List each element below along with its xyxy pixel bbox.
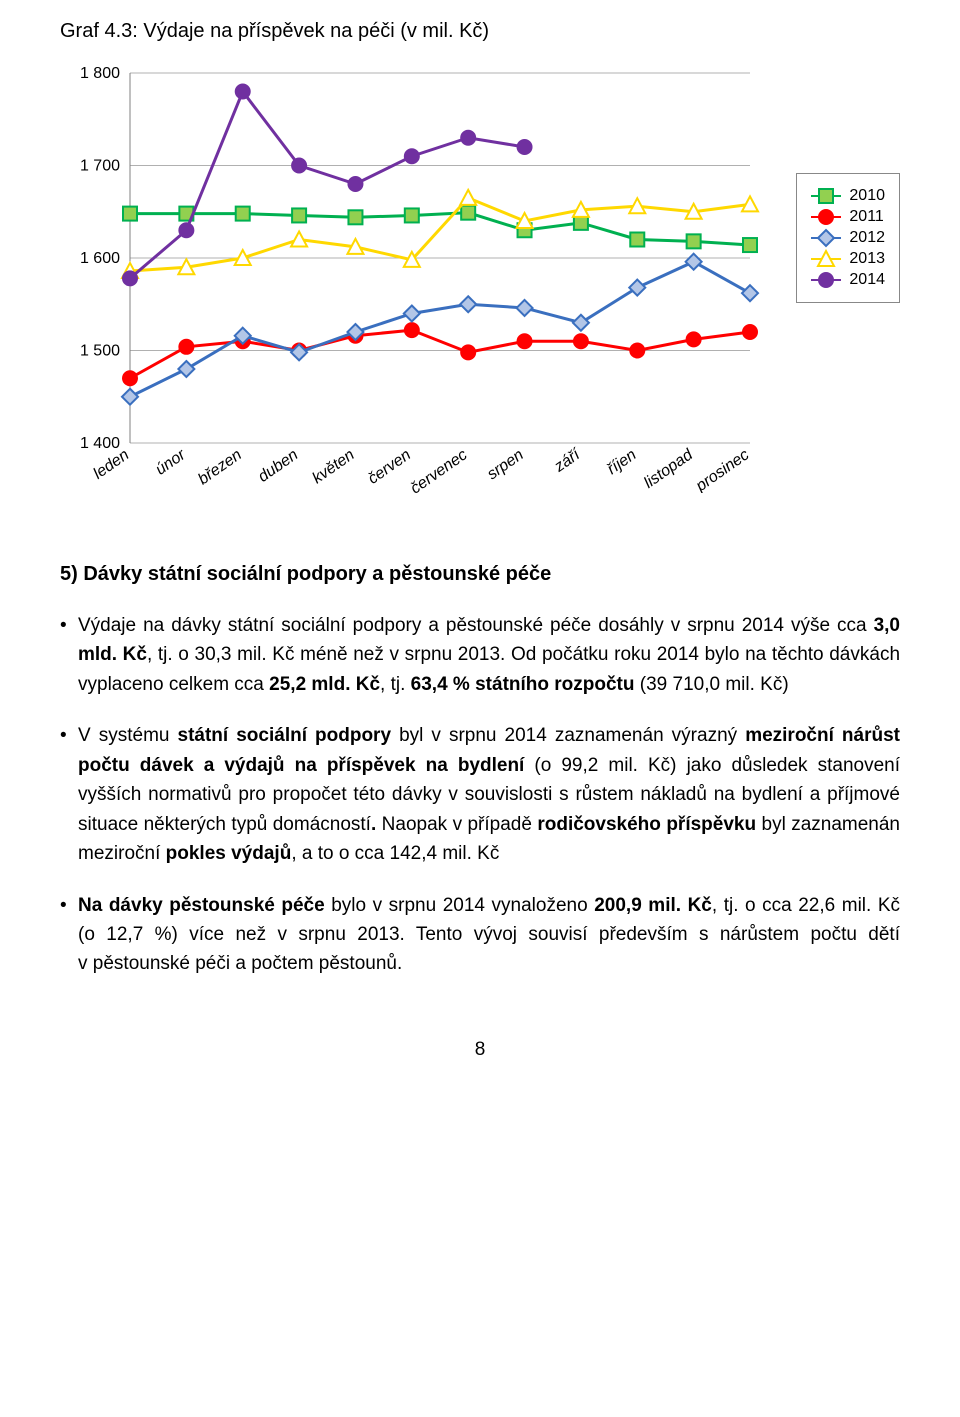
text: Naopak v případě [376, 814, 537, 835]
svg-text:říjen: říjen [604, 446, 639, 478]
legend-label: 2012 [849, 229, 885, 247]
svg-text:1 500: 1 500 [80, 343, 120, 360]
svg-text:květen: květen [309, 446, 357, 487]
legend-item: 2011 [811, 208, 885, 226]
legend-label: 2014 [849, 271, 885, 289]
chart-container: 1 4001 5001 6001 7001 800ledenúnorbřezen… [60, 53, 900, 513]
svg-text:červenec: červenec [408, 446, 471, 493]
chart-title: Graf 4.3: Výdaje na příspěvek na péči (v… [60, 20, 900, 43]
bold: pokles výdajů [166, 843, 292, 864]
svg-text:1 700: 1 700 [80, 158, 120, 175]
legend-item: 2012 [811, 229, 885, 247]
text: V systému [78, 725, 178, 746]
text: dosáhly v srpnu 2014 výše cca [591, 615, 873, 636]
svg-text:listopad: listopad [641, 446, 697, 492]
bullet-item-3: Na dávky pěstounské péče bylo v srpnu 20… [78, 891, 900, 979]
bullet-list: Výdaje na dávky státní sociální podpory … [60, 611, 900, 979]
legend-label: 2013 [849, 250, 885, 268]
bold: 63,4 % státního rozpočtu [411, 674, 635, 695]
legend-item: 2014 [811, 271, 885, 289]
svg-text:září: září [551, 445, 585, 476]
line-chart: 1 4001 5001 6001 7001 800ledenúnorbřezen… [60, 53, 780, 493]
text: bylo v srpnu 2014 vynaloženo [325, 895, 595, 916]
svg-text:únor: únor [153, 446, 190, 479]
svg-text:duben: duben [255, 446, 301, 486]
svg-text:1 400: 1 400 [80, 435, 120, 452]
svg-text:1 800: 1 800 [80, 65, 120, 82]
text: , a to o cca 142,4 mil. Kč [291, 843, 499, 864]
text: byl v srpnu 2014 zaznamenán výrazný [391, 725, 745, 746]
bold: rodičovského příspěvku [537, 814, 756, 835]
legend-item: 2010 [811, 187, 885, 205]
bold: 25,2 mld. Kč [269, 674, 380, 695]
bullet-item-1: Výdaje na dávky státní sociální podpory … [78, 611, 900, 699]
svg-text:1 600: 1 600 [80, 250, 120, 267]
legend: 2010 2011 2012 2013 2014 [796, 173, 900, 303]
legend-label: 2010 [849, 187, 885, 205]
page-number: 8 [60, 1039, 900, 1061]
legend-item: 2013 [811, 250, 885, 268]
bullet-item-2: V systému státní sociální podpory byl v … [78, 721, 900, 868]
bold: 200,9 mil. Kč [594, 895, 712, 916]
text: , tj. [380, 674, 411, 695]
legend-label: 2011 [849, 208, 883, 226]
svg-text:březen: březen [195, 446, 245, 488]
bold: státní sociální podpory [178, 725, 392, 746]
text: Výdaje na dávky státní sociální podpory … [78, 615, 591, 636]
svg-text:prosinec: prosinec [692, 446, 752, 493]
bold: Na dávky pěstounské péče [78, 895, 325, 916]
svg-text:srpen: srpen [484, 446, 527, 483]
section-heading: 5) Dávky státní sociální podpory a pěsto… [60, 563, 900, 586]
text: (39 710,0 mil. Kč) [634, 674, 788, 695]
svg-text:červen: červen [365, 446, 414, 488]
